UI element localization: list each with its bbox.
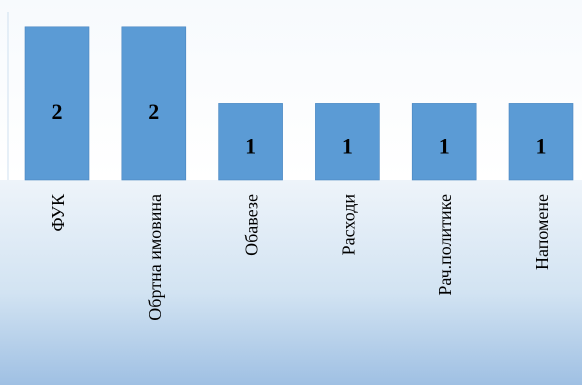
bar-2: [218, 103, 283, 181]
data-label-3: 1: [342, 134, 353, 159]
bar-4: [411, 103, 477, 181]
bars-layer: [24, 26, 574, 181]
data-label-5: 1: [536, 134, 547, 159]
category-label-0: ФУК: [48, 193, 68, 232]
bar-0: [24, 26, 90, 181]
category-label-1: Обртна имовина: [145, 194, 165, 321]
plot-area: [0, 0, 582, 180]
category-label-4: Рач.политике: [435, 194, 455, 296]
category-label-2: Обавезе: [242, 194, 262, 256]
category-labels-layer: ФУК Обртна имовина Обавезе Расходи Рач.полит…: [48, 193, 552, 321]
data-label-1: 2: [148, 99, 159, 124]
category-label-5: Напомене: [532, 194, 552, 270]
category-band: [0, 180, 582, 385]
data-labels-layer: 2 2 1 1 1 1: [52, 99, 547, 158]
data-label-2: 1: [245, 134, 256, 159]
bar-3: [315, 103, 380, 181]
data-label-4: 1: [439, 134, 450, 159]
data-label-0: 2: [52, 99, 63, 124]
bar-1: [121, 26, 187, 181]
bar-5: [508, 103, 574, 181]
category-label-3: Расходи: [338, 194, 358, 256]
